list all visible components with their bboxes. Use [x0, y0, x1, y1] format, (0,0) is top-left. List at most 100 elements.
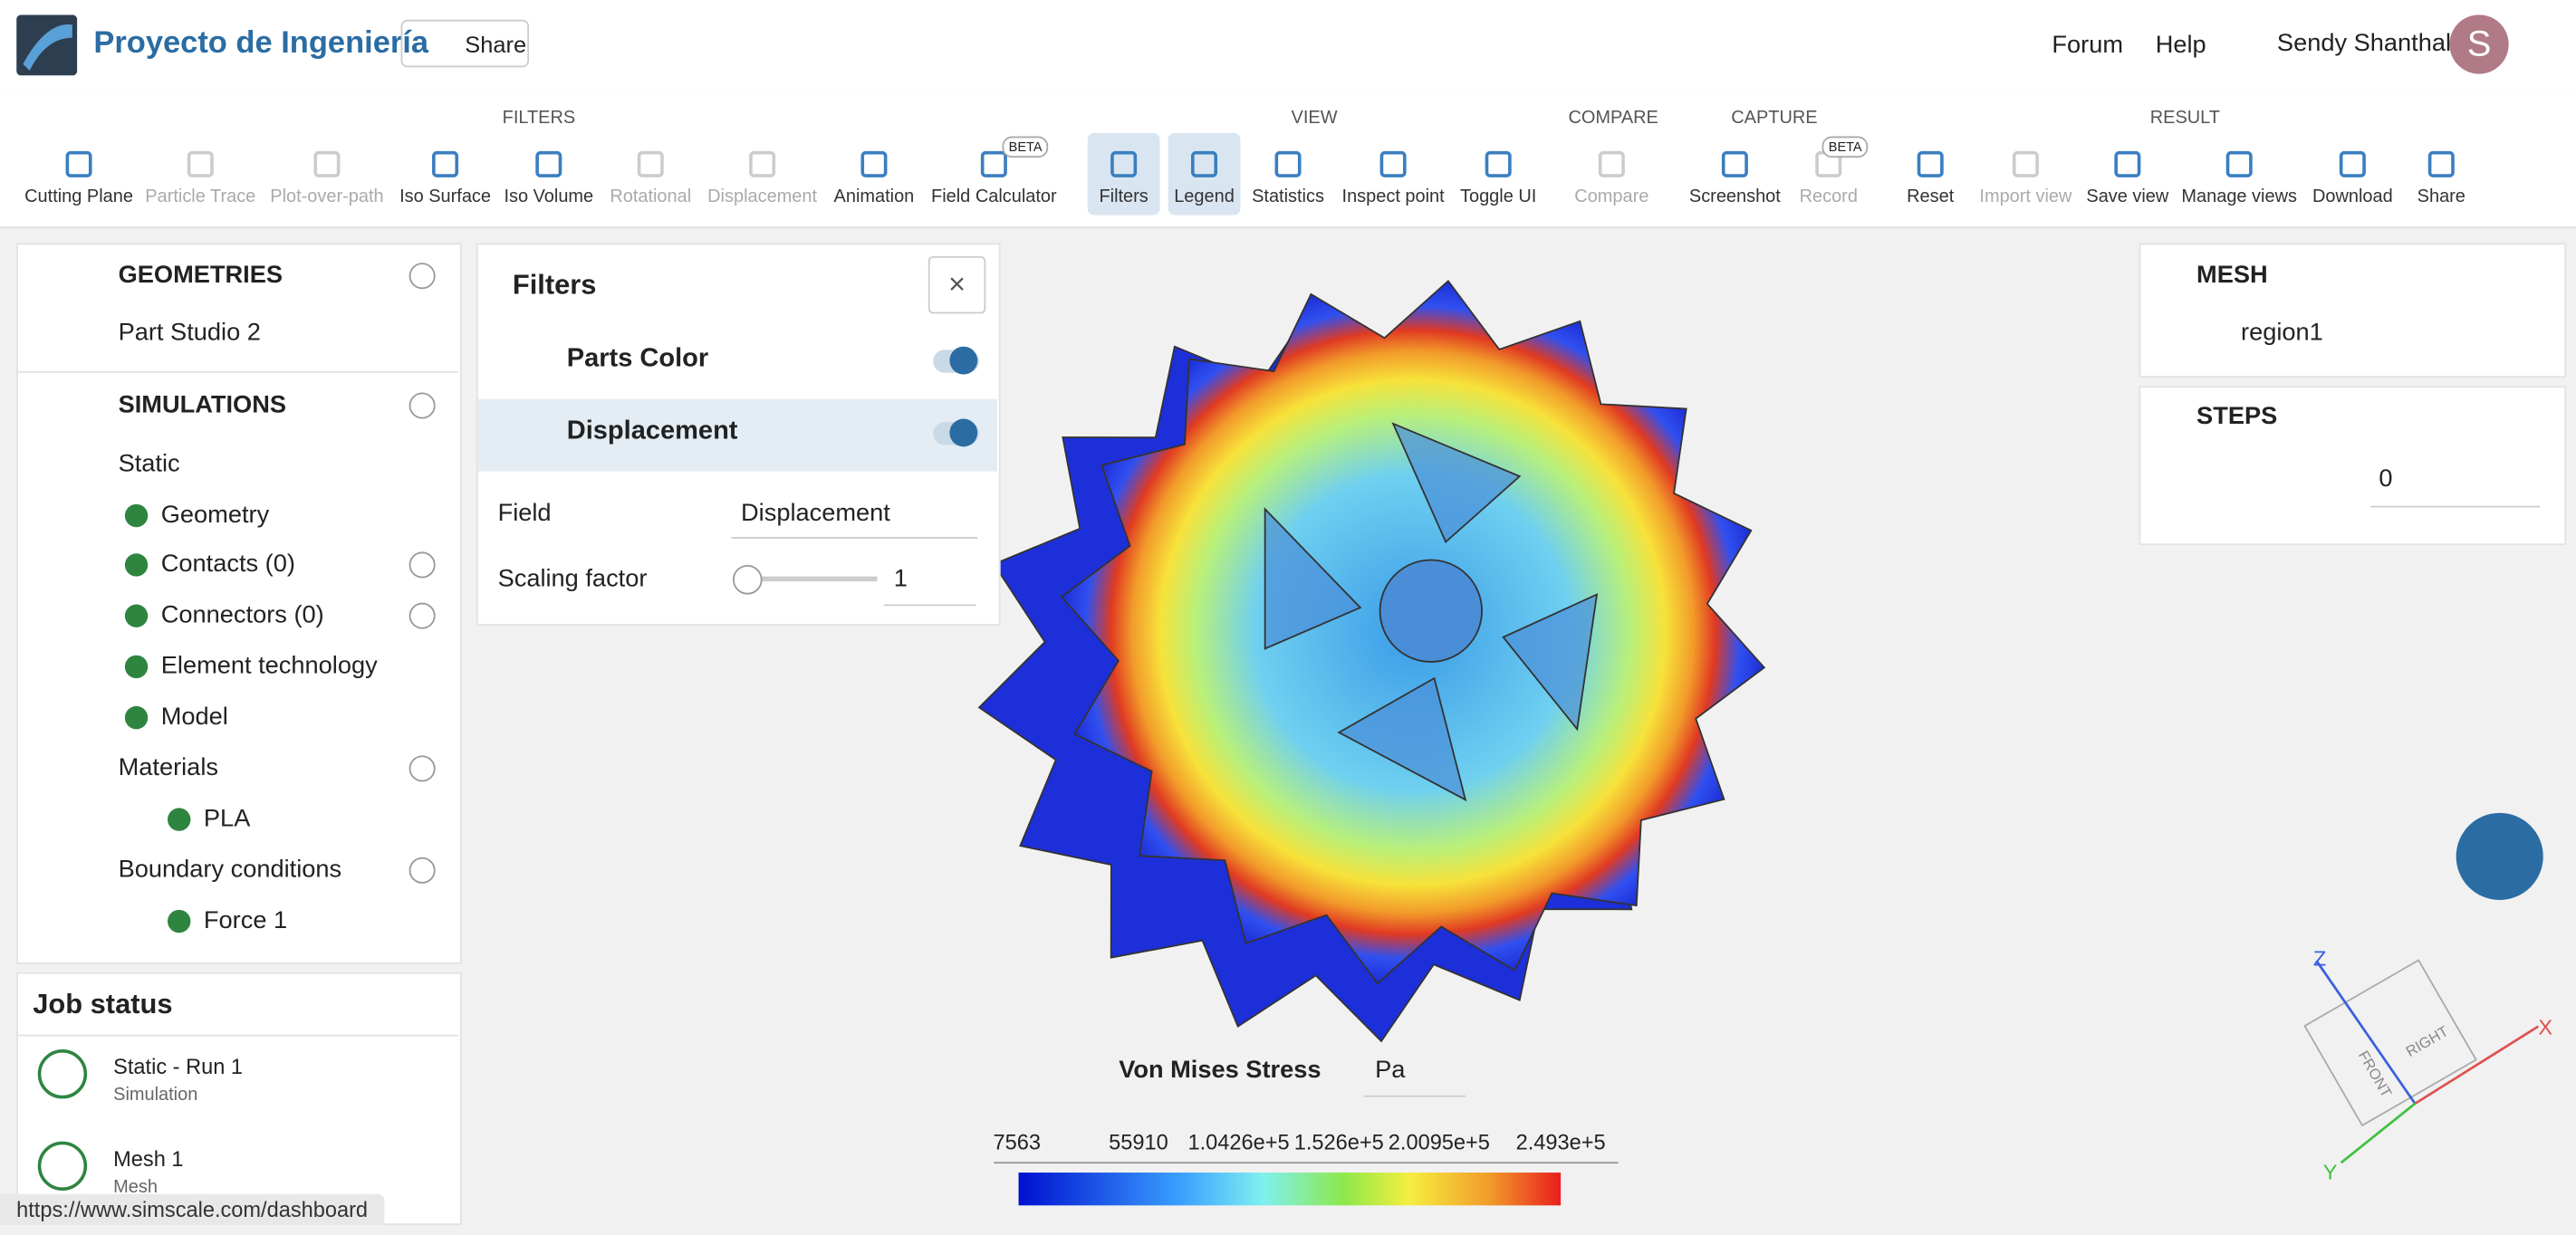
mesh-panel	[2139, 243, 2567, 378]
tool-icon[interactable]	[1191, 150, 1218, 177]
tool-icon[interactable]	[1485, 150, 1512, 177]
tree-item[interactable]: Boundary conditions	[118, 855, 342, 884]
tool-label[interactable]: Cutting Plane	[24, 187, 133, 207]
axis-y	[2340, 1102, 2417, 1164]
tree-item[interactable]: Element technology	[160, 652, 378, 680]
help-link[interactable]: Help	[2155, 31, 2206, 60]
legend-tick-label: 2.0095e+5	[1388, 1129, 1490, 1155]
axis-label: Y	[2323, 1160, 2338, 1183]
tool-icon[interactable]	[432, 150, 459, 177]
tool-icon[interactable]	[2339, 150, 2366, 177]
tool-icon[interactable]	[860, 150, 888, 177]
check-icon	[168, 808, 191, 831]
region-item[interactable]: region1	[2241, 318, 2323, 347]
tool-icon[interactable]	[1110, 150, 1138, 177]
unit-select[interactable]: Pa	[1363, 1045, 1466, 1097]
tool-label[interactable]: Statistics	[1252, 187, 1324, 207]
axis-label: Z	[2313, 947, 2326, 971]
status-url: https://www.simscale.com/dashboard	[0, 1193, 385, 1226]
tool-icon[interactable]	[1917, 150, 1944, 177]
tool-icon	[313, 150, 341, 177]
gear-hole	[1502, 593, 1599, 732]
tool-icon[interactable]	[2225, 150, 2253, 177]
tool-label[interactable]: Iso Surface	[399, 187, 491, 207]
tool-icon[interactable]	[65, 150, 92, 177]
check-icon	[124, 553, 149, 577]
project-title[interactable]: Proyecto de Ingeniería	[93, 26, 429, 62]
tree-item[interactable]: PLA	[203, 804, 251, 833]
add-button[interactable]	[409, 857, 436, 884]
close-button[interactable]: ×	[928, 255, 986, 314]
tool-label[interactable]: Inspect point	[1341, 187, 1445, 207]
divider	[16, 1034, 459, 1037]
add-button[interactable]	[409, 602, 436, 629]
tool-icon[interactable]	[2114, 150, 2141, 177]
tool-label[interactable]: Screenshot	[1688, 187, 1781, 207]
axis-label: X	[2538, 1016, 2552, 1039]
tree-item[interactable]: Geometry	[160, 501, 270, 530]
tool-icon	[1598, 150, 1625, 177]
beta-badge: BETA	[1002, 136, 1049, 158]
tool-label[interactable]: Legend	[1174, 187, 1235, 207]
tool-label[interactable]: Download	[2312, 187, 2393, 207]
tool-icon[interactable]	[1379, 150, 1407, 177]
tool-label[interactable]: Toggle UI	[1460, 187, 1537, 207]
tool-label[interactable]: Iso Volume	[504, 187, 594, 207]
gear-bore	[1379, 559, 1483, 663]
tree-item[interactable]: Contacts (0)	[160, 550, 295, 579]
tool-icon[interactable]	[535, 150, 562, 177]
tree-panel	[16, 243, 462, 964]
add-button[interactable]	[409, 392, 436, 419]
share-button[interactable]: Share	[400, 19, 530, 68]
legend-tick-label: 55910	[1109, 1129, 1168, 1155]
chat-button[interactable]	[2456, 812, 2543, 900]
tree-item[interactable]: Connectors (0)	[160, 600, 324, 629]
tree-item[interactable]: GEOMETRIES	[118, 261, 284, 290]
avatar[interactable]: S	[2449, 14, 2509, 74]
job-title: Job status	[33, 988, 173, 1020]
tool-icon[interactable]	[1721, 150, 1748, 177]
toolbar	[0, 90, 2576, 229]
tool-icon[interactable]	[2427, 150, 2455, 177]
logo[interactable]	[16, 14, 78, 76]
tool-icon[interactable]	[1274, 150, 1302, 177]
user-name[interactable]: Sendy Shanthal	[2276, 29, 2452, 58]
scaling-input[interactable]: 1	[883, 553, 976, 607]
tool-icon[interactable]	[980, 150, 1007, 177]
view-cube	[2303, 959, 2477, 1127]
job-status-icon	[37, 1049, 88, 1099]
tree-item[interactable]: Force 1	[203, 906, 288, 935]
scaling-label: Scaling factor	[497, 564, 648, 593]
tool-label[interactable]: Animation	[833, 187, 915, 207]
add-button[interactable]	[409, 755, 436, 782]
add-button[interactable]	[409, 551, 436, 579]
forum-link[interactable]: Forum	[2052, 31, 2124, 60]
tool-label[interactable]: Reset	[1907, 187, 1955, 207]
tree-item[interactable]: SIMULATIONS	[118, 390, 286, 419]
filter-name[interactable]: Displacement	[566, 416, 738, 445]
tool-label[interactable]: Save view	[2086, 187, 2169, 207]
field-select[interactable]: Displacement	[731, 486, 978, 539]
legend-tick-label: 1.526e+5	[1293, 1129, 1384, 1155]
colorbar	[1018, 1173, 1562, 1206]
tree-item[interactable]: Model	[160, 703, 228, 732]
job-name[interactable]: Static - Run 1	[113, 1054, 244, 1079]
tool-label[interactable]: Manage views	[2181, 187, 2297, 207]
filter-name[interactable]: Parts Color	[566, 344, 709, 373]
tool-label[interactable]: Filters	[1099, 187, 1149, 207]
axis-z	[2315, 960, 2417, 1105]
tool-label: Particle Trace	[145, 187, 256, 207]
job-name[interactable]: Mesh 1	[113, 1146, 184, 1172]
axis-x	[2414, 1025, 2540, 1106]
step-input[interactable]: 0	[2370, 454, 2541, 508]
tree-item[interactable]: Materials	[118, 753, 218, 782]
tree-item[interactable]: Part Studio 2	[118, 318, 261, 347]
add-button[interactable]	[409, 263, 436, 290]
toggle-knob	[949, 418, 978, 447]
tool-label[interactable]: Field Calculator	[931, 187, 1057, 207]
slider-knob[interactable]	[732, 564, 763, 595]
tree-item[interactable]: Static	[118, 449, 180, 478]
tool-label[interactable]: Share	[2417, 187, 2465, 207]
